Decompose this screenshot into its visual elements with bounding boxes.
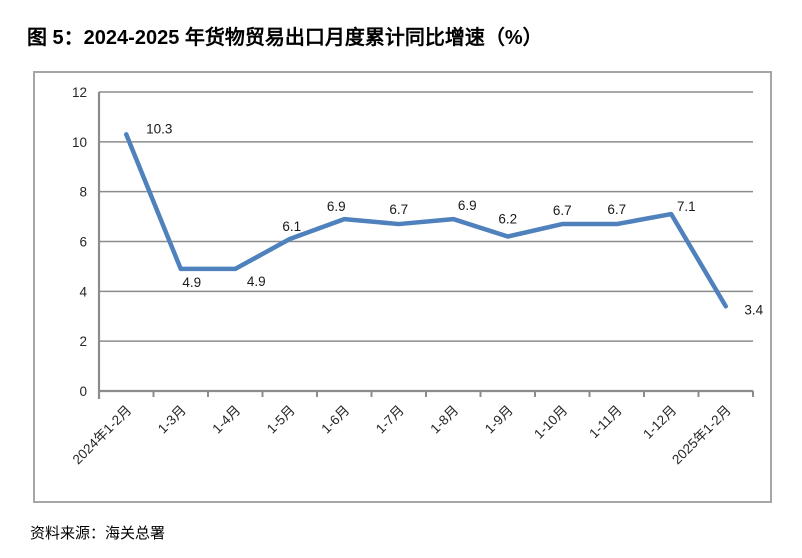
svg-text:1-5月: 1-5月 [264,403,298,437]
svg-text:1-7月: 1-7月 [373,403,407,437]
svg-text:6.7: 6.7 [553,203,572,218]
chart-frame[interactable]: 0 2 4 6 8 10 12 10.3 4.9 4.9 6.1 6.9 6.7 6.9 6.2 6.7 6.7… [33,71,772,503]
svg-text:1-3月: 1-3月 [155,403,189,437]
svg-text:6.2: 6.2 [498,212,517,227]
svg-text:4: 4 [79,284,87,299]
svg-text:2024年1-2月: 2024年1-2月 [70,403,135,468]
svg-text:6.7: 6.7 [607,202,626,217]
svg-text:4.9: 4.9 [247,274,266,289]
svg-text:8: 8 [79,185,87,200]
source-note: 资料来源：海关总署 [30,525,166,542]
svg-text:2025年1-2月: 2025年1-2月 [669,403,734,468]
svg-text:1-6月: 1-6月 [318,403,352,437]
svg-text:1-9月: 1-9月 [482,403,516,437]
svg-text:2: 2 [79,334,87,349]
svg-text:1-11月: 1-11月 [586,403,625,442]
svg-text:3.4: 3.4 [744,302,763,317]
svg-text:4.9: 4.9 [182,275,201,290]
svg-text:12: 12 [72,85,87,100]
svg-text:1-8月: 1-8月 [427,403,461,437]
svg-text:0: 0 [79,384,87,399]
svg-text:6: 6 [79,235,87,250]
svg-text:7.1: 7.1 [677,199,696,214]
chart-svg: 0 2 4 6 8 10 12 10.3 4.9 4.9 6.1 6.9 6.7 6.9 6.2 6.7 6.7… [70,85,764,468]
svg-text:6.7: 6.7 [389,202,408,217]
chart-figure-title: 图 5：2024-2025 年货物贸易出口月度累计同比增速（%） [27,27,543,49]
svg-text:6.9: 6.9 [458,198,477,213]
svg-text:6.1: 6.1 [282,219,301,234]
svg-text:6.9: 6.9 [327,199,346,214]
svg-text:10.3: 10.3 [146,121,172,136]
svg-text:10: 10 [72,135,87,150]
svg-text:1-10月: 1-10月 [531,403,570,442]
svg-text:1-4月: 1-4月 [209,403,243,437]
svg-text:1-12月: 1-12月 [640,403,679,442]
